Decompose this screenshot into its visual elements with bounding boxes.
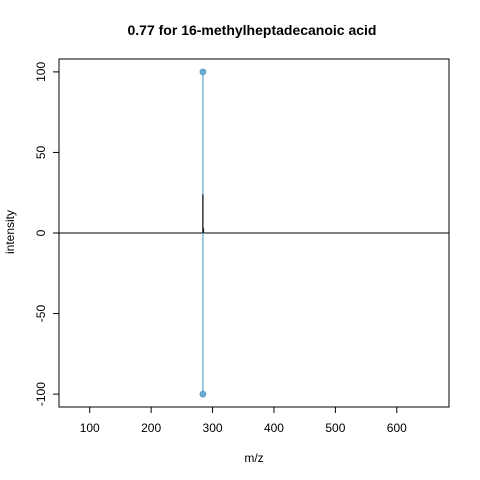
x-tick-label: 400 <box>264 421 284 435</box>
plot-area <box>59 68 449 398</box>
x-tick-label: 300 <box>203 421 223 435</box>
y-tick-label: 50 <box>34 145 48 159</box>
y-axis-label: intensity <box>3 210 17 254</box>
y-axis: -100 -50 0 50 100 <box>34 62 59 406</box>
x-tick-label: 500 <box>325 421 345 435</box>
spectrum-peak-point <box>199 68 207 76</box>
x-axis-label: m/z <box>244 451 263 465</box>
x-tick-label: 100 <box>80 421 100 435</box>
plot-border <box>58 58 450 408</box>
x-tick-label: 600 <box>387 421 407 435</box>
spectrum-peak-point <box>199 390 207 398</box>
y-tick-label: -50 <box>34 305 48 323</box>
y-tick-label: -100 <box>34 382 48 406</box>
x-tick-label: 200 <box>141 421 161 435</box>
x-axis: 100 200 300 400 500 600 <box>80 407 407 435</box>
y-tick-label: 100 <box>34 62 48 82</box>
chart-title: 0.77 for 16-methylheptadecanoic acid <box>128 22 377 38</box>
y-tick-label: 0 <box>34 229 48 236</box>
